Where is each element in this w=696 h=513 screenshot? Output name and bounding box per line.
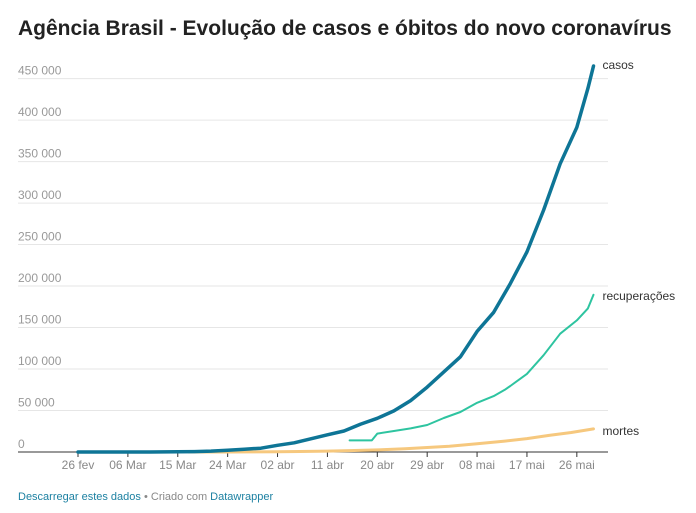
- y-tick-label: 50 000: [18, 396, 55, 410]
- y-tick-label: 250 000: [18, 230, 62, 244]
- x-tick-label: 15 Mar: [159, 458, 196, 472]
- y-tick-label: 100 000: [18, 354, 62, 368]
- x-axis: 26 fev 06 Mar 15 Mar 24 Mar 02 abr 11 abr 20 a…: [62, 452, 595, 472]
- datawrapper-link[interactable]: Datawrapper: [210, 491, 274, 503]
- footer-separator: • Criado com: [140, 491, 211, 503]
- chart-title: Agência Brasil - Evolução de casos e óbi…: [18, 17, 672, 40]
- series-line-recuperações: [348, 293, 595, 442]
- chart-footer: Descarregar estes dados • Criado com Dat…: [18, 490, 273, 504]
- x-tick-label: 08 mai: [459, 458, 495, 472]
- x-tick-label: 29 abr: [410, 458, 444, 472]
- x-tick-label: 26 mai: [559, 458, 595, 472]
- x-tick-label: 20 abr: [360, 458, 394, 472]
- y-tick-label: 200 000: [18, 271, 62, 285]
- x-tick-label: 26 fev: [62, 458, 95, 472]
- series-lines: [76, 64, 596, 454]
- x-tick-label: 02 abr: [261, 458, 295, 472]
- x-tick-label: 06 Mar: [109, 458, 146, 472]
- y-tick-label: 350 000: [18, 147, 62, 161]
- series-label: recuperações: [602, 289, 675, 303]
- y-tick-label: 450 000: [18, 64, 62, 78]
- download-data-link[interactable]: Descarregar estes dados: [18, 491, 141, 503]
- series-line-casos: [76, 64, 596, 454]
- x-tick-label: 17 mai: [509, 458, 545, 472]
- y-axis: 0 50 000 100 000 150 000 200 000 250 000 300 0…: [18, 64, 62, 451]
- x-tick-label: 24 Mar: [209, 458, 246, 472]
- y-tick-label: 400 000: [18, 105, 62, 119]
- series-labels: casos recuperações mortes: [602, 58, 675, 438]
- y-tick-label: 300 000: [18, 188, 62, 202]
- y-tick-label: 150 000: [18, 313, 62, 327]
- series-label: casos: [602, 58, 633, 72]
- y-tick-label: 0: [18, 437, 25, 451]
- x-tick-label: 11 abr: [311, 458, 344, 472]
- series-label: mortes: [602, 424, 639, 438]
- series-line-mortes: [187, 427, 595, 454]
